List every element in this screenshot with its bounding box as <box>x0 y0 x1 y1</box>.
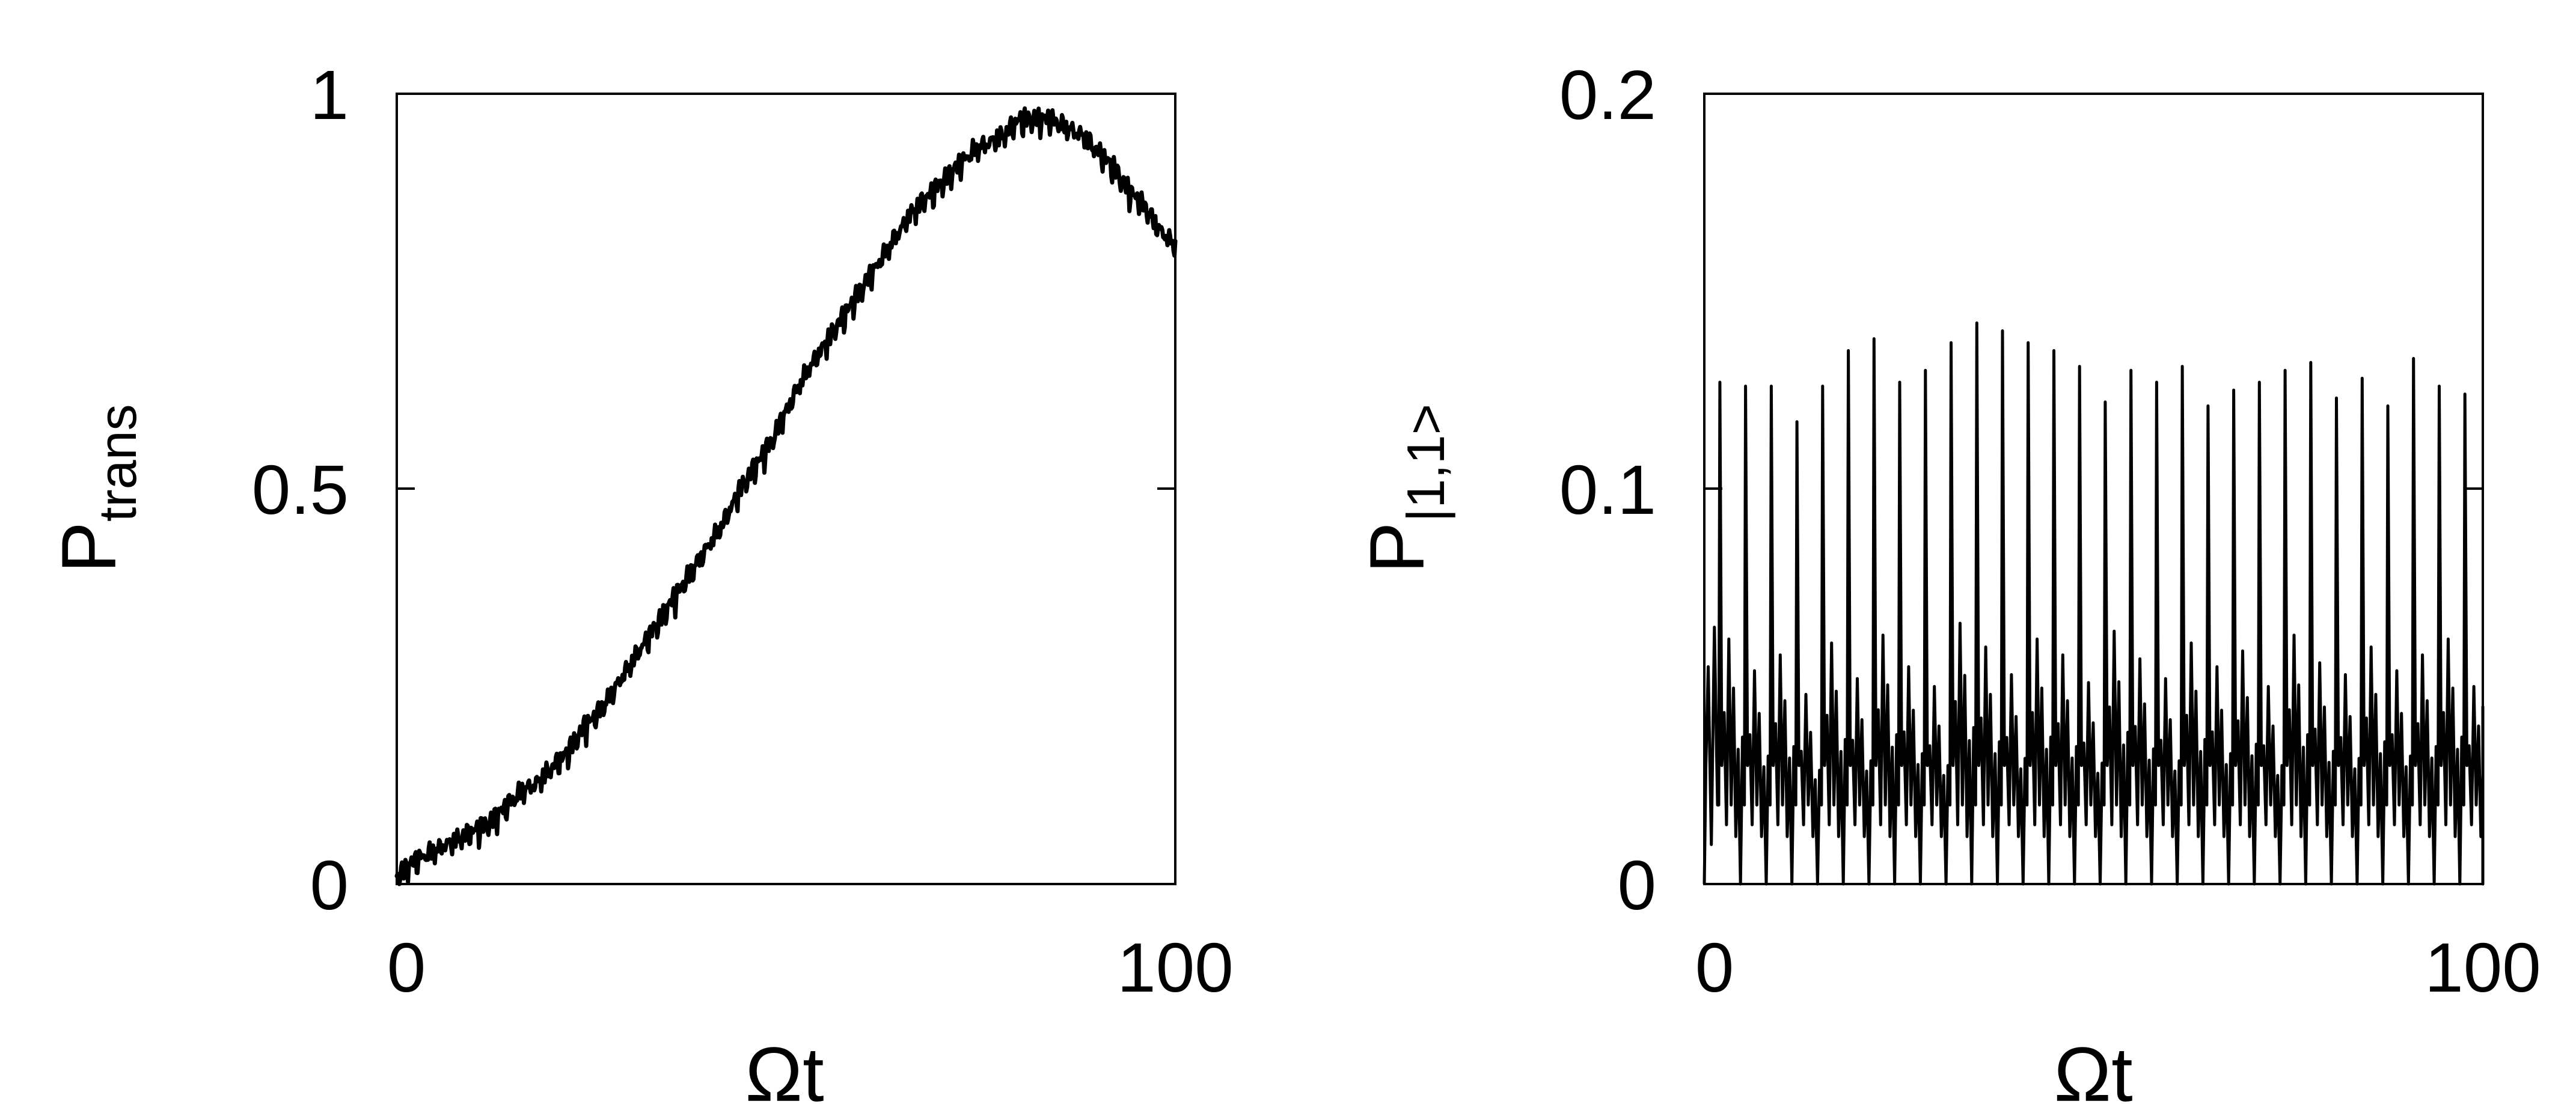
left-ylabel-subscript: trans <box>88 404 147 522</box>
left-xtick-label-0: 0 <box>387 929 426 1007</box>
right-xtick-label-100: 100 <box>2425 929 2541 1007</box>
left-xtick-label-100: 100 <box>1117 929 1234 1007</box>
left-ylabel: Ptrans <box>46 404 147 573</box>
right-ylabel-main: P <box>1354 522 1440 573</box>
right-ylabel-subscript: |1,1> <box>1396 404 1455 522</box>
left-data-line <box>394 106 1178 886</box>
right-ylabel: P|1,1> <box>1354 404 1455 573</box>
left-panel: 1 0.5 0 0 100 Ωt Ptrans <box>46 56 1234 1104</box>
right-ytick-label-0.2: 0.2 <box>1559 56 1656 134</box>
right-ytick-label-0.1: 0.1 <box>1559 451 1656 529</box>
right-panel: 0.2 0.1 0 0 100 Ωt P|1,1> <box>1354 56 2541 1104</box>
left-ytick-label-0: 0 <box>310 846 349 924</box>
right-xlabel: Ωt <box>2054 1032 2132 1104</box>
left-plot-frame <box>396 93 1176 885</box>
right-data-line <box>1703 321 2485 886</box>
left-ytick-label-0.5: 0.5 <box>252 451 349 529</box>
right-ytick-label-0: 0 <box>1617 846 1656 924</box>
left-ytick-label-1: 1 <box>310 56 349 134</box>
right-xtick-label-0: 0 <box>1695 929 1734 1007</box>
left-ylabel-main: P <box>46 522 132 573</box>
left-xlabel: Ωt <box>745 1032 824 1104</box>
